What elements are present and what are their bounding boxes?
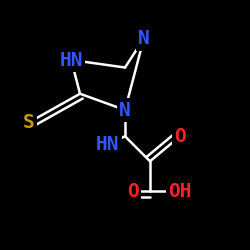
- Text: S: S: [23, 113, 34, 132]
- Text: O: O: [174, 127, 186, 146]
- Text: HN: HN: [60, 50, 83, 70]
- Text: HN: HN: [96, 136, 119, 154]
- Text: O: O: [127, 182, 138, 201]
- Text: N: N: [138, 29, 149, 48]
- Text: N: N: [119, 100, 131, 119]
- Text: OH: OH: [168, 182, 192, 201]
